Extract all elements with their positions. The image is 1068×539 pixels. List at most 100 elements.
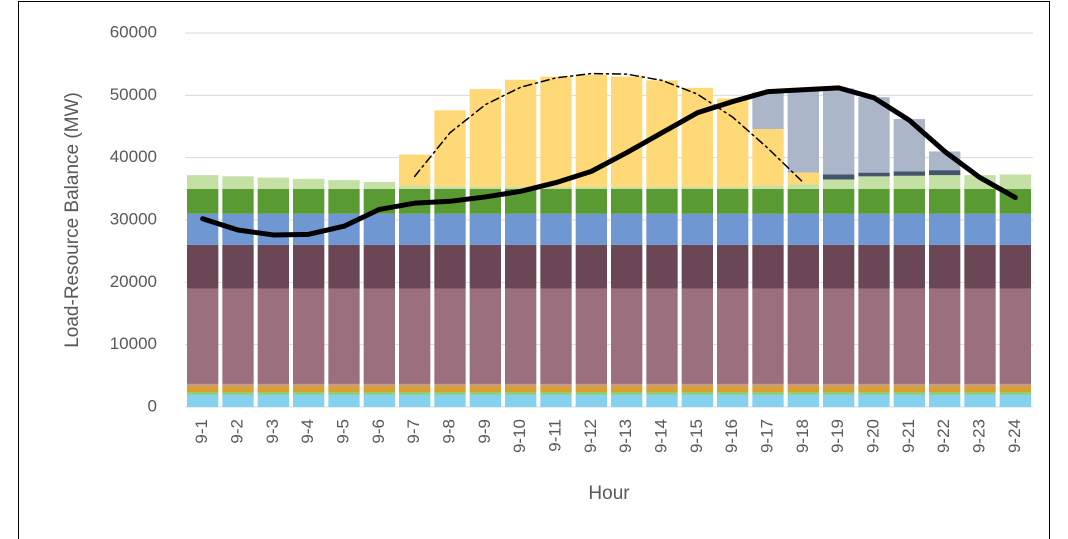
bar-segment — [858, 288, 890, 384]
bar-segment — [575, 186, 607, 189]
x-tick-label: 9-12 — [581, 419, 600, 453]
bar-segment — [434, 213, 466, 245]
bar-segment — [575, 387, 607, 393]
x-tick-label: 9-23 — [969, 419, 988, 453]
bar-segment — [505, 383, 537, 388]
bar-segment — [964, 394, 996, 407]
bar-segment — [717, 392, 749, 395]
bar-segment — [257, 213, 289, 245]
bar-segment — [187, 394, 219, 407]
bar-segment — [646, 213, 678, 245]
bar-segment — [858, 176, 890, 189]
bar-segment — [681, 392, 713, 395]
y-tick-label: 10000 — [110, 334, 157, 353]
bar-segment — [646, 383, 678, 388]
bar-segment — [187, 188, 219, 214]
bar-segment — [187, 175, 219, 189]
bar-segment — [752, 185, 784, 189]
x-tick-label: 9-21 — [899, 419, 918, 453]
bar-segment — [752, 92, 784, 129]
bar-segment — [752, 288, 784, 384]
bar-segment — [681, 186, 713, 189]
bar-segment — [363, 213, 395, 245]
x-tick-label: 9-19 — [828, 419, 847, 453]
bar-segment — [752, 128, 784, 186]
bar-segment — [787, 244, 819, 289]
y-tick-label: 40000 — [110, 147, 157, 166]
x-tick-label: 9-20 — [863, 419, 882, 453]
bar-segment — [893, 394, 925, 407]
x-tick-label: 9-4 — [298, 419, 317, 444]
bar-segment — [575, 244, 607, 289]
bar-segment — [611, 76, 643, 187]
bar-segment — [823, 244, 855, 289]
bar-segment — [717, 387, 749, 393]
bar-segment — [328, 188, 360, 214]
bar-segment — [540, 383, 572, 388]
bar-segment — [964, 213, 996, 245]
bar-segment — [293, 394, 325, 407]
bar-segment — [752, 244, 784, 289]
bar-segment — [717, 383, 749, 388]
bar-segment — [328, 387, 360, 393]
y-tick-label: 0 — [148, 396, 157, 415]
bar-segment — [328, 392, 360, 395]
bar-segment — [505, 392, 537, 395]
bar-segment — [681, 244, 713, 289]
bar-segment — [611, 188, 643, 214]
bar-segment — [540, 392, 572, 395]
bar-segment — [858, 188, 890, 214]
bar-segment — [893, 392, 925, 395]
bar-segment — [893, 188, 925, 214]
y-tick-label: 60000 — [110, 22, 157, 41]
bar-segment — [646, 394, 678, 407]
bar-segment — [681, 394, 713, 407]
bar-segment — [611, 186, 643, 189]
bar-segment — [964, 175, 996, 189]
x-tick-label: 9-10 — [510, 419, 529, 453]
bar-segment — [929, 387, 961, 393]
bar-segment — [858, 244, 890, 289]
bar-segment — [469, 387, 501, 393]
bar-segment — [363, 394, 395, 407]
bar-segment — [964, 383, 996, 388]
bar-segment — [681, 387, 713, 393]
bar-segment — [893, 387, 925, 393]
bar-segment — [681, 288, 713, 384]
bar-segment — [399, 383, 431, 388]
bar-segment — [399, 213, 431, 245]
bar-segment — [999, 213, 1031, 245]
bar-segment — [999, 244, 1031, 289]
bar-segment — [964, 244, 996, 289]
bar-segment — [787, 213, 819, 245]
bar-segment — [929, 170, 961, 176]
bar-segment — [999, 394, 1031, 407]
bar-segment — [399, 394, 431, 407]
bar-segment — [540, 244, 572, 289]
x-tick-label: 9-1 — [192, 419, 211, 444]
bar-segment — [611, 394, 643, 407]
bar-segment — [363, 181, 395, 189]
bar-segment — [929, 213, 961, 245]
bar-segment — [752, 188, 784, 214]
bar-segment — [646, 392, 678, 395]
bar-segment — [823, 179, 855, 189]
bar-segment — [505, 79, 537, 187]
bar-segment — [469, 186, 501, 189]
x-tick-label: 9-17 — [757, 419, 776, 453]
bar-segment — [646, 387, 678, 393]
y-tick-label: 20000 — [110, 272, 157, 291]
bar-segment — [929, 175, 961, 189]
bar-segment — [823, 387, 855, 393]
bar-segment — [399, 185, 431, 189]
bar-segment — [858, 97, 890, 173]
bar-segment — [964, 188, 996, 214]
bar-segment — [399, 154, 431, 186]
bar-segment — [257, 387, 289, 393]
bar-segment — [681, 188, 713, 214]
bar-segment — [787, 89, 819, 173]
bar-segment — [293, 213, 325, 245]
bar-segment — [363, 383, 395, 388]
bar-segment — [469, 383, 501, 388]
